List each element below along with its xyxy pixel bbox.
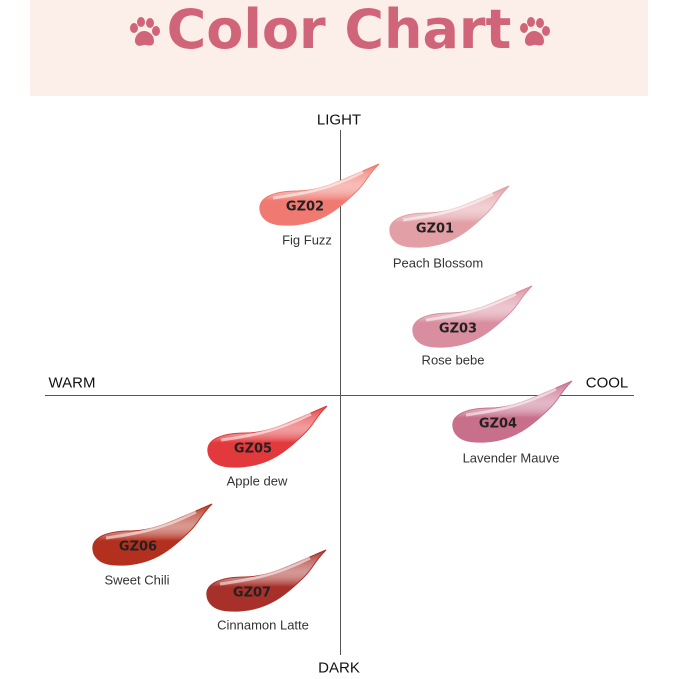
horizontal-axis xyxy=(45,395,634,396)
paw-print-icon xyxy=(520,17,551,47)
shade-name: Apple dew xyxy=(226,473,288,489)
lip-gloss-swatch-icon xyxy=(259,163,380,226)
swatch-gz07 xyxy=(200,548,330,618)
shade-name: Fig Fuzz xyxy=(282,232,332,248)
axis-label-dark: DARK xyxy=(318,659,360,677)
title-row: Color Chart xyxy=(30,0,648,61)
lip-gloss-swatch-icon xyxy=(207,405,328,468)
page-title: Color Chart xyxy=(166,0,512,61)
vertical-axis xyxy=(340,130,341,655)
shade-name: Peach Blossom xyxy=(392,255,484,271)
shade-code: GZ04 xyxy=(478,416,518,432)
swatch-gz01 xyxy=(383,184,513,254)
swatch-gz04 xyxy=(446,379,576,449)
header-banner: Color Chart xyxy=(30,0,648,96)
swatch-gz02 xyxy=(253,162,383,232)
lip-gloss-swatch-icon xyxy=(412,285,533,348)
shade-code: GZ07 xyxy=(232,585,272,601)
axis-label-light: LIGHT xyxy=(316,111,362,129)
lip-gloss-swatch-icon xyxy=(92,503,213,566)
lip-gloss-swatch-icon xyxy=(452,380,573,443)
swatch-gz06 xyxy=(86,502,216,572)
swatch-gz03 xyxy=(406,284,536,354)
axis-label-warm: WARM xyxy=(48,374,96,392)
lip-gloss-swatch-icon xyxy=(206,549,327,612)
lip-gloss-swatch-icon xyxy=(389,185,510,248)
shade-name: Rose bebe xyxy=(421,352,485,368)
shade-code: GZ02 xyxy=(285,199,325,215)
swatch-gz05 xyxy=(201,404,331,474)
shade-name: Sweet Chili xyxy=(104,572,170,588)
shade-name: Cinnamon Latte xyxy=(217,617,309,633)
paw-print-icon xyxy=(129,17,160,47)
shade-code: GZ05 xyxy=(233,441,273,457)
shade-code: GZ03 xyxy=(438,321,478,337)
shade-code: GZ06 xyxy=(118,539,158,555)
shade-code: GZ01 xyxy=(415,221,455,237)
axis-label-cool: COOL xyxy=(585,374,629,392)
shade-name: Lavender Mauve xyxy=(462,450,560,466)
